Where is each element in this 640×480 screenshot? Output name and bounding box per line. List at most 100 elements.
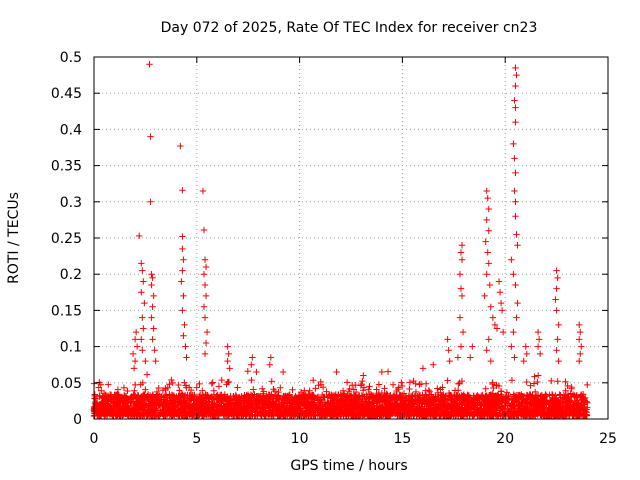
noise-point (447, 404, 454, 412)
noise-point (132, 381, 139, 389)
data-point (508, 343, 515, 350)
noise-point (354, 394, 361, 402)
noise-point (444, 408, 452, 415)
noise-point (166, 381, 173, 388)
y-tick-label: 0.15 (51, 303, 82, 319)
noise-point (437, 406, 445, 413)
data-point (534, 328, 542, 336)
noise-point (308, 409, 315, 416)
noise-point (490, 384, 497, 392)
data-point (512, 213, 519, 220)
noise-point (140, 391, 147, 398)
noise-point (508, 377, 516, 384)
noise-point (531, 388, 539, 396)
noise-point (196, 395, 204, 402)
data-point (496, 289, 504, 296)
noise-point (355, 395, 362, 403)
data-point (510, 328, 517, 336)
noise-point (426, 411, 434, 418)
noise-point (308, 399, 315, 407)
data-point (495, 278, 503, 285)
data-point (498, 307, 506, 314)
noise-point (464, 391, 471, 399)
data-point (457, 343, 465, 350)
noise-point (530, 380, 538, 387)
noise-point (149, 400, 157, 407)
data-point (485, 227, 492, 234)
noise-point (360, 409, 367, 416)
noise-point (111, 404, 118, 412)
noise-point (208, 393, 215, 400)
noise-point (95, 384, 102, 391)
noise-point (225, 412, 233, 420)
noise-point (237, 412, 245, 419)
data-point (446, 357, 453, 365)
noise-point (250, 386, 257, 393)
data-point (523, 350, 530, 358)
data-point (179, 187, 186, 194)
noise-point (100, 394, 107, 401)
noise-point (248, 376, 255, 384)
noise-point (420, 396, 427, 403)
noise-point (221, 391, 229, 398)
noise-point (275, 388, 282, 396)
noise-point (459, 393, 466, 400)
noise-point (190, 401, 198, 408)
noise-point (198, 400, 205, 407)
noise-point (374, 398, 381, 406)
noise-point (137, 398, 145, 405)
data-point (555, 321, 562, 329)
noise-point (266, 399, 274, 406)
noise-point (528, 401, 536, 408)
noise-point (219, 405, 226, 412)
data-point (180, 292, 187, 300)
noise-point (160, 411, 167, 419)
noise-point (537, 393, 544, 401)
noise-point (208, 380, 216, 387)
data-point (553, 347, 560, 354)
noise-point (245, 412, 253, 419)
noise-point (172, 404, 179, 411)
noise-point (320, 393, 327, 401)
data-point (513, 314, 520, 321)
noise-point (444, 377, 451, 384)
noise-point (203, 409, 210, 416)
data-point (132, 328, 140, 336)
data-point (497, 299, 505, 307)
noise-point (143, 371, 151, 378)
data-point (485, 260, 492, 267)
noise-point (92, 402, 99, 410)
noise-point (288, 411, 295, 418)
noise-point (311, 410, 319, 418)
noise-point (532, 403, 540, 411)
noise-point (297, 393, 304, 401)
noise-point (338, 401, 345, 409)
noise-point (520, 399, 527, 406)
data-point (133, 343, 141, 350)
data-point (553, 285, 560, 292)
noise-point (478, 412, 486, 420)
noise-point (163, 401, 171, 409)
noise-point (343, 379, 351, 386)
noise-point (416, 407, 423, 414)
noise-point (359, 387, 367, 394)
noise-point (527, 382, 534, 389)
noise-point (398, 379, 405, 386)
noise-point (159, 400, 167, 408)
noise-point (274, 408, 281, 415)
data-point (483, 347, 490, 354)
data-point (182, 343, 189, 350)
noise-point (410, 412, 417, 420)
noise-point (522, 405, 529, 413)
data-point (138, 336, 145, 343)
data-point (511, 187, 518, 195)
noise-point (548, 391, 556, 398)
data-point (487, 357, 495, 365)
data-point (360, 372, 367, 379)
noise-point (489, 380, 496, 388)
noise-point (98, 399, 105, 406)
noise-point (274, 395, 282, 402)
noise-point (170, 394, 178, 401)
noise-point (121, 403, 128, 410)
data-point (179, 307, 186, 314)
